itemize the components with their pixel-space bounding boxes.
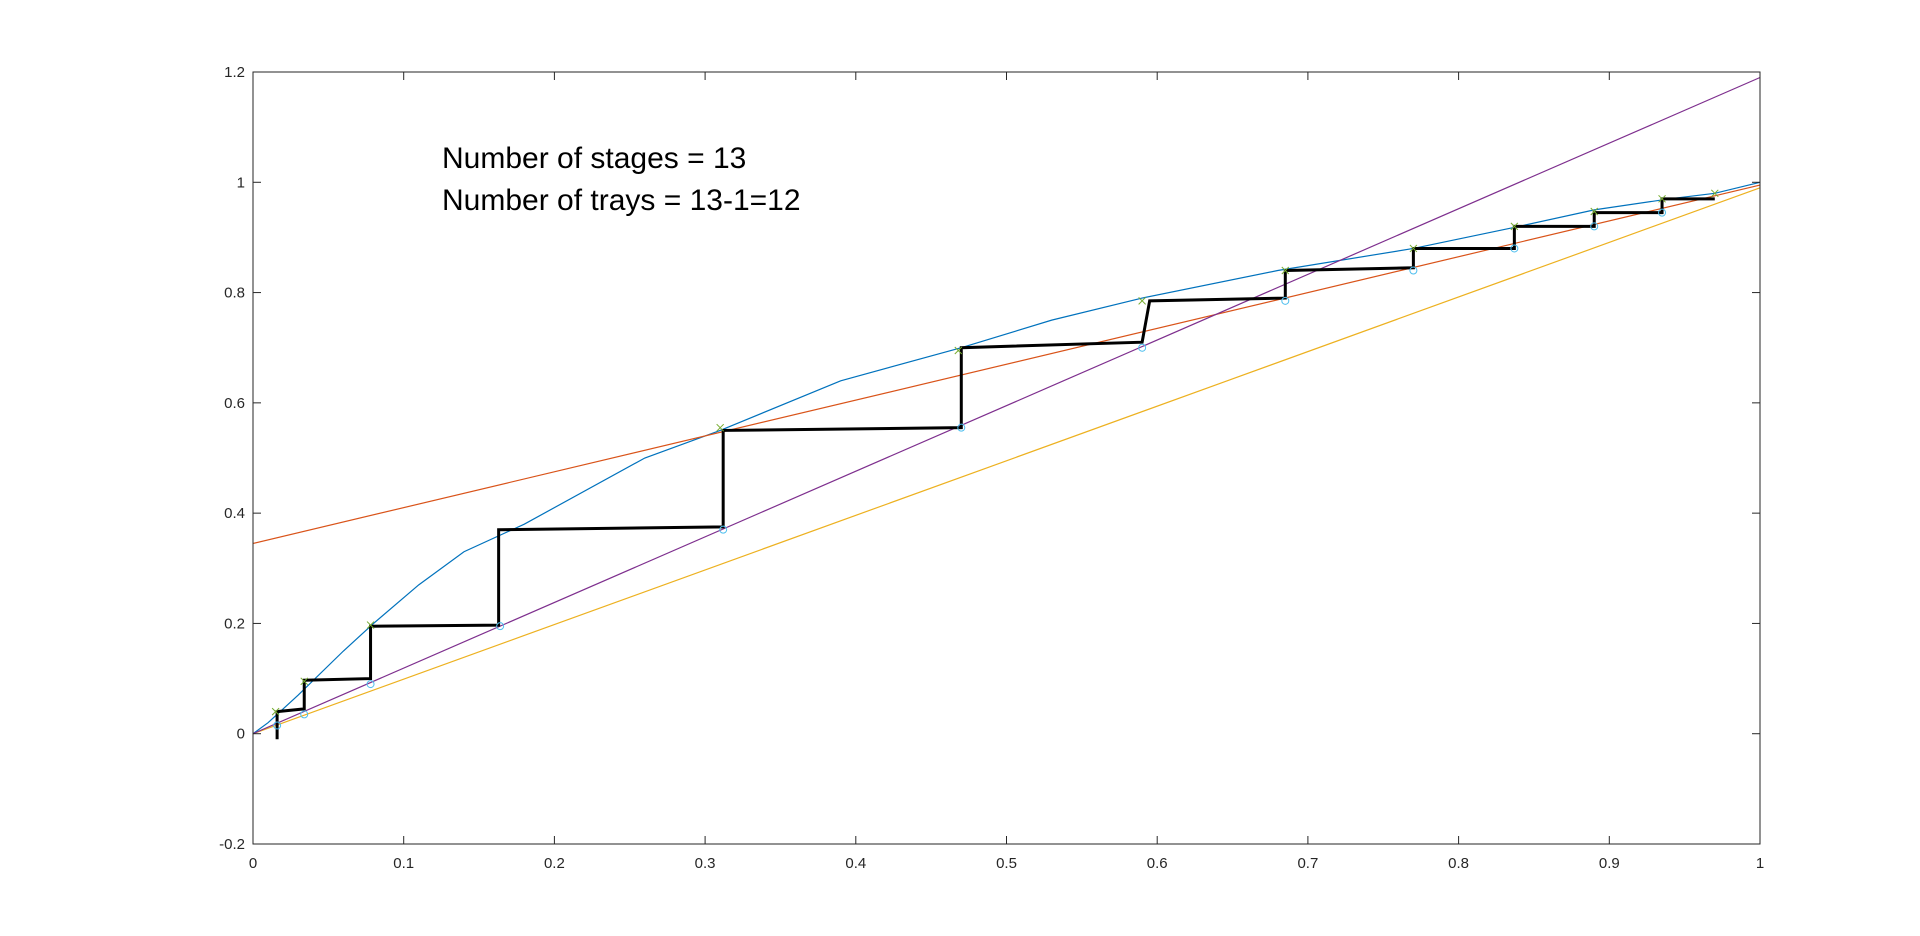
x-marker [1710, 189, 1719, 198]
o-marker [1510, 244, 1519, 253]
x-marker [1658, 194, 1666, 203]
o-marker [1281, 296, 1290, 305]
annotation-trays: Number of trays = 13-1=12 [442, 184, 801, 217]
o-marker [719, 525, 728, 534]
o-marker [1590, 222, 1599, 231]
x-marker [1281, 266, 1290, 275]
x-tick-label: 0.6 [1147, 855, 1168, 872]
o-marker [273, 721, 282, 730]
x-marker [1138, 296, 1146, 305]
x-marker [366, 621, 375, 629]
x-marker [1409, 244, 1418, 253]
x-tick-label: 0.4 [845, 855, 866, 872]
tick-layer [252, 71, 1761, 845]
series-layer [252, 76, 1761, 740]
x-tick-label: 0.7 [1297, 855, 1318, 872]
y-tick-label: 0 [237, 726, 245, 743]
o-marker [1409, 266, 1418, 275]
x-marker [300, 677, 309, 686]
x-tick-label: 0.8 [1448, 855, 1469, 872]
y-tick-label: 0.4 [224, 505, 245, 522]
series-line-3 [252, 76, 1761, 735]
annotation-stages: Number of stages = 13 [442, 142, 746, 175]
x-tick-label: 0.5 [996, 855, 1017, 872]
x-marker [1590, 207, 1599, 216]
series-line-0 [252, 181, 1761, 735]
x-tick-label: 0.3 [695, 855, 716, 872]
o-marker [496, 622, 505, 631]
y-tick-label: 1 [237, 174, 245, 191]
x-tick-label: 0.1 [393, 855, 414, 872]
x-tick-label: 0 [249, 855, 257, 872]
o-marker [1658, 208, 1667, 217]
plot-area [253, 72, 1760, 844]
o-marker [957, 423, 966, 432]
series-line-2 [252, 187, 1761, 735]
y-tick-label: 0.6 [224, 395, 245, 412]
o-marker [366, 680, 375, 689]
y-tick-label: 1.2 [224, 64, 245, 81]
o-marker [300, 710, 309, 719]
x-marker [716, 423, 725, 432]
o-marker [1138, 343, 1147, 352]
x-marker [1510, 222, 1519, 231]
x-marker [954, 346, 963, 355]
x-tick-label: 0.2 [544, 855, 565, 872]
x-marker [271, 707, 280, 716]
y-tick-label: 0.8 [224, 285, 245, 302]
tick-label-layer: 0 0.1 0.2 0.3 0.4 0.5 0.6 0.7 0.8 0.9 1-0.200.20.4… [219, 64, 1764, 872]
y-tick-label: 0.2 [224, 615, 245, 632]
series-line-1 [252, 184, 1761, 545]
series-line-4 [275, 197, 1715, 740]
x-tick-label: 0.9 [1599, 855, 1620, 872]
marker-layer [271, 189, 1719, 730]
y-tick-label: -0.2 [219, 836, 245, 853]
x-tick-label: 1 [1756, 855, 1764, 872]
